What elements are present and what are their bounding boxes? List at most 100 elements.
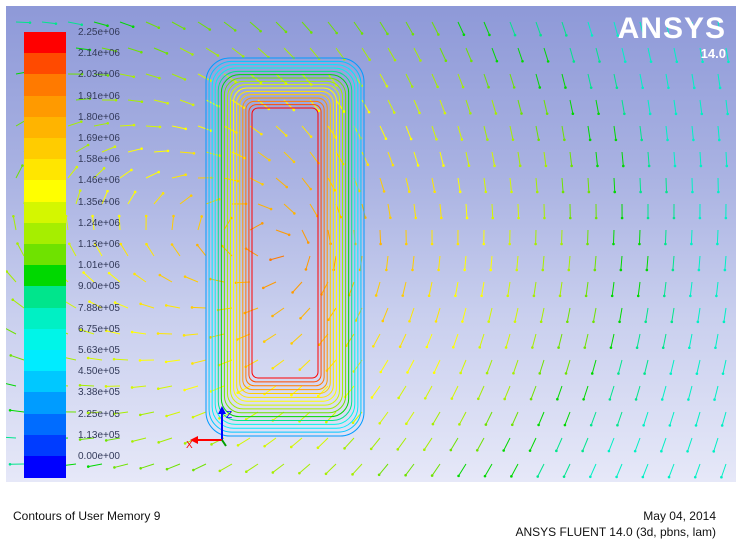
velocity-vector bbox=[717, 21, 722, 36]
velocity-vector bbox=[378, 463, 389, 476]
velocity-vector bbox=[647, 47, 652, 62]
vector-head bbox=[298, 471, 301, 475]
velocity-vector bbox=[153, 193, 164, 205]
vector-head bbox=[184, 127, 188, 131]
vector-head bbox=[82, 271, 85, 274]
vector-head bbox=[292, 108, 296, 112]
vector-head bbox=[379, 242, 382, 246]
velocity-vector bbox=[535, 177, 538, 192]
vector-head bbox=[646, 216, 650, 220]
vector-head bbox=[259, 81, 263, 85]
vector-head bbox=[694, 424, 698, 427]
velocity-vector bbox=[543, 47, 549, 62]
vector-head bbox=[343, 447, 346, 450]
contour-lines bbox=[205, 57, 365, 437]
velocity-vector bbox=[432, 411, 441, 425]
vector-head bbox=[165, 52, 169, 55]
vector-head bbox=[475, 448, 479, 452]
velocity-vector bbox=[569, 99, 574, 114]
vector-head bbox=[594, 216, 598, 220]
vector-head bbox=[641, 475, 645, 479]
vector-head bbox=[88, 300, 91, 303]
vector-head bbox=[593, 268, 597, 272]
velocity-vector bbox=[153, 99, 168, 104]
velocity-vector bbox=[192, 411, 207, 418]
vector-head bbox=[435, 137, 438, 141]
vector-head bbox=[165, 467, 169, 471]
contour-line bbox=[214, 67, 356, 425]
velocity-vector bbox=[587, 73, 592, 88]
velocity-vector bbox=[327, 21, 338, 34]
velocity-vector bbox=[275, 73, 287, 85]
velocity-vector bbox=[263, 333, 277, 343]
velocity-vector bbox=[272, 359, 285, 369]
vector-head bbox=[636, 294, 640, 298]
vector-head bbox=[667, 34, 671, 37]
vector-head bbox=[504, 346, 508, 349]
vector-head bbox=[545, 112, 549, 115]
plot-date: May 04, 2014 bbox=[643, 509, 716, 523]
vector-head bbox=[190, 306, 194, 309]
velocity-vector bbox=[646, 255, 649, 270]
velocity-vector bbox=[517, 47, 523, 62]
vector-head bbox=[503, 397, 507, 401]
velocity-vector bbox=[413, 47, 421, 61]
velocity-vector bbox=[464, 255, 467, 270]
velocity-vector bbox=[639, 21, 644, 36]
vector-head bbox=[271, 366, 275, 370]
velocity-vector bbox=[361, 47, 371, 61]
vector-head bbox=[166, 101, 169, 105]
velocity-vector bbox=[345, 333, 355, 346]
velocity-vector bbox=[661, 385, 667, 400]
vector-head bbox=[432, 371, 436, 375]
velocity-vector bbox=[694, 463, 701, 478]
velocity-vector bbox=[94, 243, 103, 257]
velocity-vector bbox=[509, 73, 515, 88]
velocity-vector bbox=[75, 144, 89, 153]
velocity-vector bbox=[333, 255, 337, 270]
velocity-vector bbox=[715, 281, 719, 296]
velocity-vector bbox=[665, 21, 670, 36]
velocity-vector bbox=[569, 151, 573, 166]
vector-head bbox=[133, 272, 136, 276]
y-axis-line bbox=[221, 439, 227, 447]
vector-head bbox=[378, 421, 382, 425]
velocity-vector bbox=[691, 125, 694, 140]
vector-head bbox=[511, 138, 515, 141]
colorbar-label: 9.00e+05 bbox=[78, 281, 120, 293]
vector-head bbox=[357, 189, 361, 193]
velocity-vector bbox=[516, 255, 519, 270]
vector-head bbox=[158, 273, 162, 277]
colorbar-segment bbox=[24, 138, 66, 160]
vector-head bbox=[130, 386, 134, 389]
velocity-vector bbox=[665, 177, 668, 193]
vector-head bbox=[385, 84, 389, 88]
vector-head bbox=[374, 294, 378, 297]
velocity-vector bbox=[127, 191, 136, 205]
vector-head bbox=[262, 340, 266, 343]
velocity-vector bbox=[465, 151, 470, 166]
velocity-vector bbox=[533, 281, 537, 296]
vector-head bbox=[200, 215, 203, 218]
vector-head bbox=[327, 318, 330, 322]
vector-head bbox=[642, 34, 645, 37]
vector-head bbox=[139, 302, 142, 306]
vector-head bbox=[583, 346, 587, 349]
velocity-vector bbox=[517, 99, 522, 114]
vector-head bbox=[385, 268, 388, 272]
vector-head bbox=[667, 86, 670, 90]
velocity-vector bbox=[405, 463, 415, 476]
vector-head bbox=[290, 342, 293, 345]
vector-head bbox=[690, 242, 693, 246]
vector-head bbox=[641, 86, 644, 90]
contour-line bbox=[236, 90, 334, 398]
vector-head bbox=[564, 372, 568, 375]
velocity-vector bbox=[166, 463, 181, 470]
colorbar-label: 4.50e+05 bbox=[78, 366, 120, 378]
colorbar-segment bbox=[24, 371, 66, 393]
contour-line bbox=[248, 104, 322, 383]
colorbar-label: 2.25e+05 bbox=[78, 408, 120, 420]
velocity-vector bbox=[197, 216, 203, 231]
velocity-vector bbox=[317, 437, 329, 449]
graphics-viewport[interactable]: 2.25e+06 2.14e+06 2.03e+06 1.91e+06 1.80e+06… bbox=[6, 6, 736, 482]
